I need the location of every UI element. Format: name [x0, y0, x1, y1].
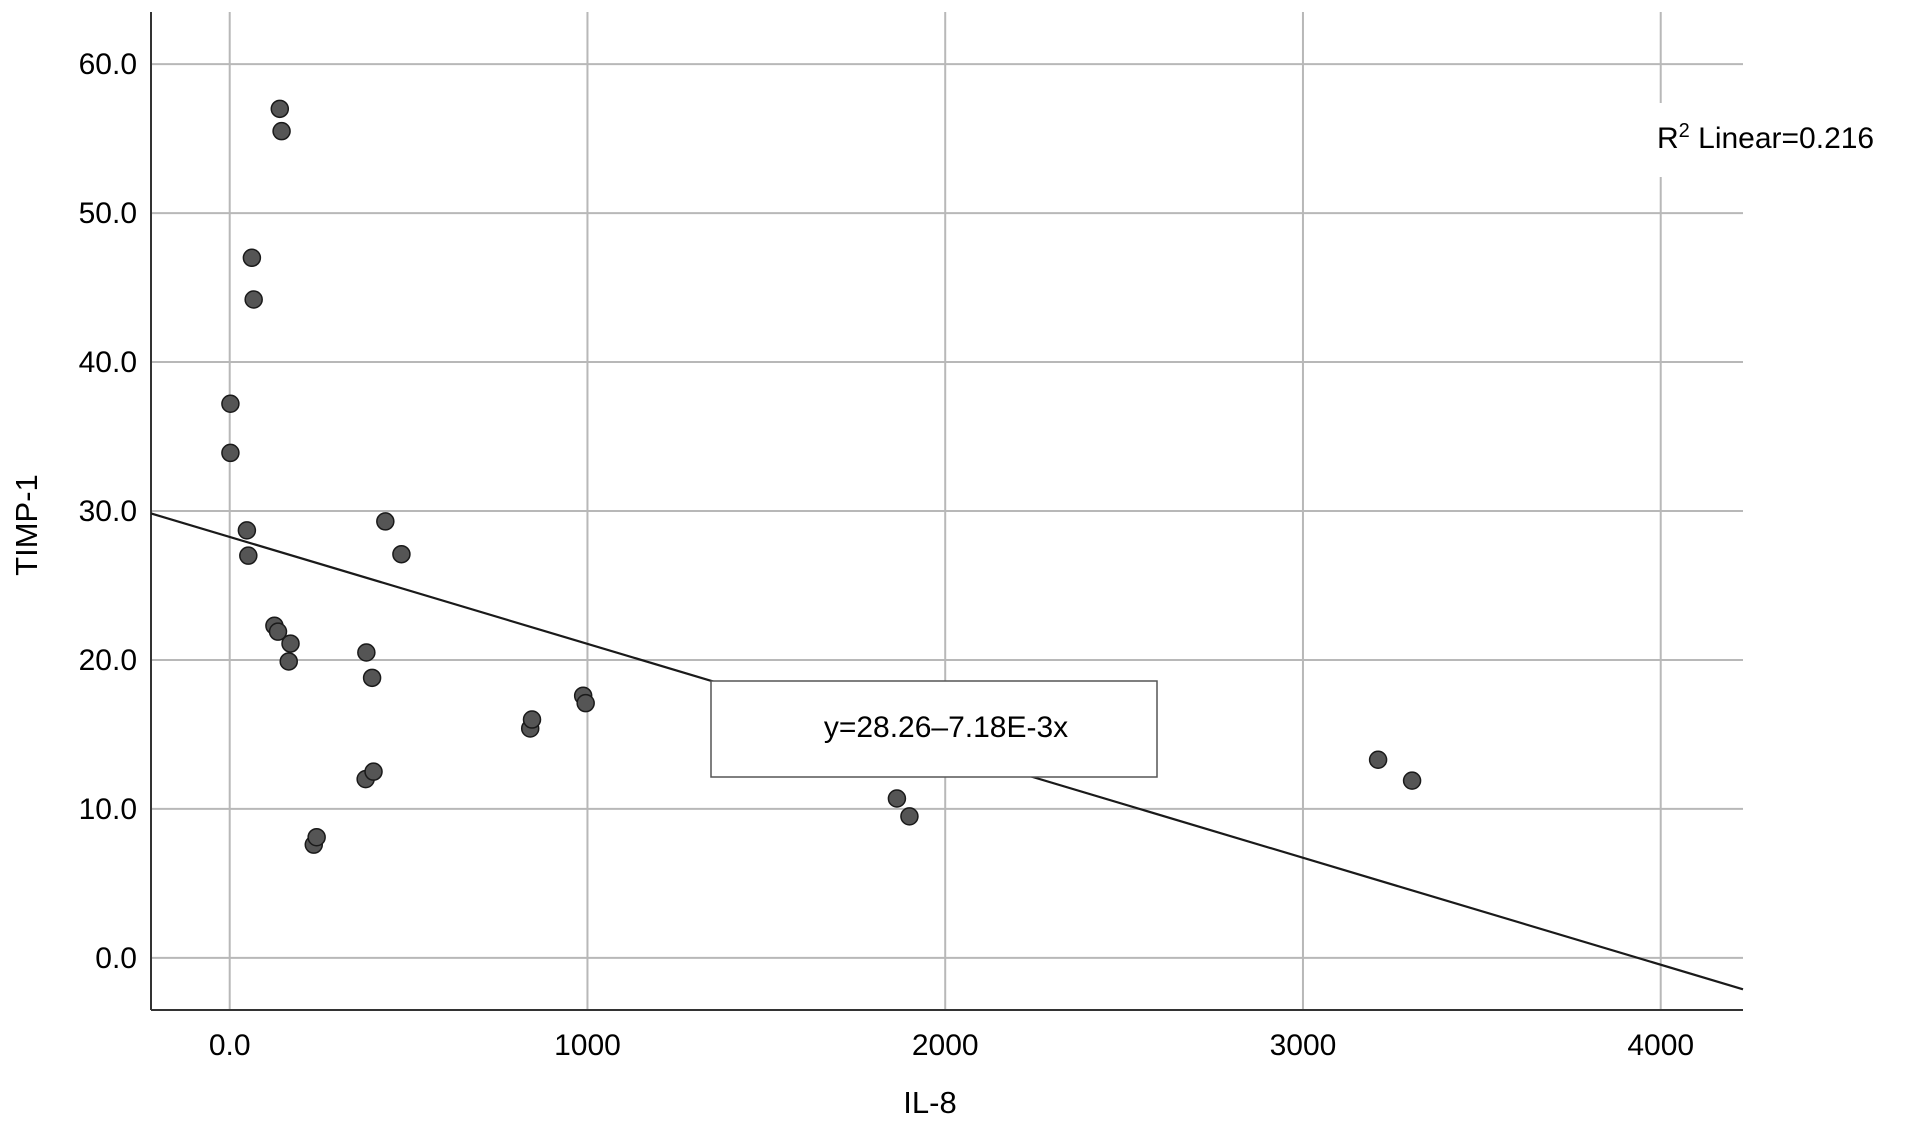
- scatter-point: [268, 622, 288, 641]
- equation-annotation: y=28.26–7.18E-3x: [710, 680, 1158, 778]
- r-squared-label: R2 Linear=0.216: [1657, 120, 1874, 155]
- scatter-point: [244, 290, 263, 309]
- scatter-point: [221, 443, 240, 463]
- r-squared-box: [1657, 103, 1913, 177]
- y-tick-label: 20.0: [79, 644, 137, 677]
- scatter-point: [279, 652, 298, 671]
- axis-layer: [150, 12, 1743, 1011]
- scatter-point: [307, 827, 326, 847]
- x-tick-label: 0.0: [209, 1029, 251, 1062]
- points-layer: [221, 99, 1422, 854]
- x-tick-label: 4000: [1627, 1029, 1694, 1062]
- tick-labels-layer: 0.0 10.0 20.0 30.0 40.0 50.0 60.0 0.0 1000 2000 30…: [79, 48, 1694, 1062]
- scatter-point: [362, 668, 382, 688]
- grid-layer: [151, 12, 1743, 1010]
- scatter-point: [281, 634, 300, 653]
- scatter-point: [237, 521, 257, 540]
- scatter-point: [242, 248, 262, 268]
- scatter-point: [364, 762, 383, 781]
- scatter-point: [887, 789, 907, 808]
- equation-box: [710, 680, 1158, 778]
- scatter-point: [1402, 771, 1422, 790]
- scatter-point: [270, 99, 290, 119]
- r-squared-annotation: R2 Linear=0.216: [1657, 103, 1913, 177]
- y-tick-label: 30.0: [79, 495, 137, 528]
- scatter-point: [272, 121, 291, 141]
- scatter-point: [357, 643, 376, 662]
- x-axis-title: IL-8: [903, 1085, 956, 1120]
- y-tick-label: 60.0: [79, 48, 137, 81]
- x-tick-label: 1000: [554, 1029, 621, 1062]
- equation-label: y=28.26–7.18E-3x: [824, 711, 1068, 744]
- x-tick-label: 3000: [1270, 1029, 1337, 1062]
- scatter-point: [392, 544, 411, 564]
- x-tick-label: 2000: [912, 1029, 979, 1062]
- scatter-point: [239, 546, 258, 565]
- y-tick-label: 0.0: [95, 942, 137, 975]
- y-axis-title: TIMP-1: [9, 474, 44, 576]
- y-tick-label: 40.0: [79, 346, 137, 379]
- scatter-point: [221, 394, 240, 414]
- scatter-point: [576, 693, 595, 713]
- scatter-point: [900, 807, 919, 826]
- scatter-point: [1368, 750, 1388, 770]
- y-tick-label: 10.0: [79, 793, 137, 826]
- scatter-point: [522, 710, 542, 729]
- y-tick-label: 50.0: [79, 197, 137, 230]
- scatter-point: [376, 512, 395, 531]
